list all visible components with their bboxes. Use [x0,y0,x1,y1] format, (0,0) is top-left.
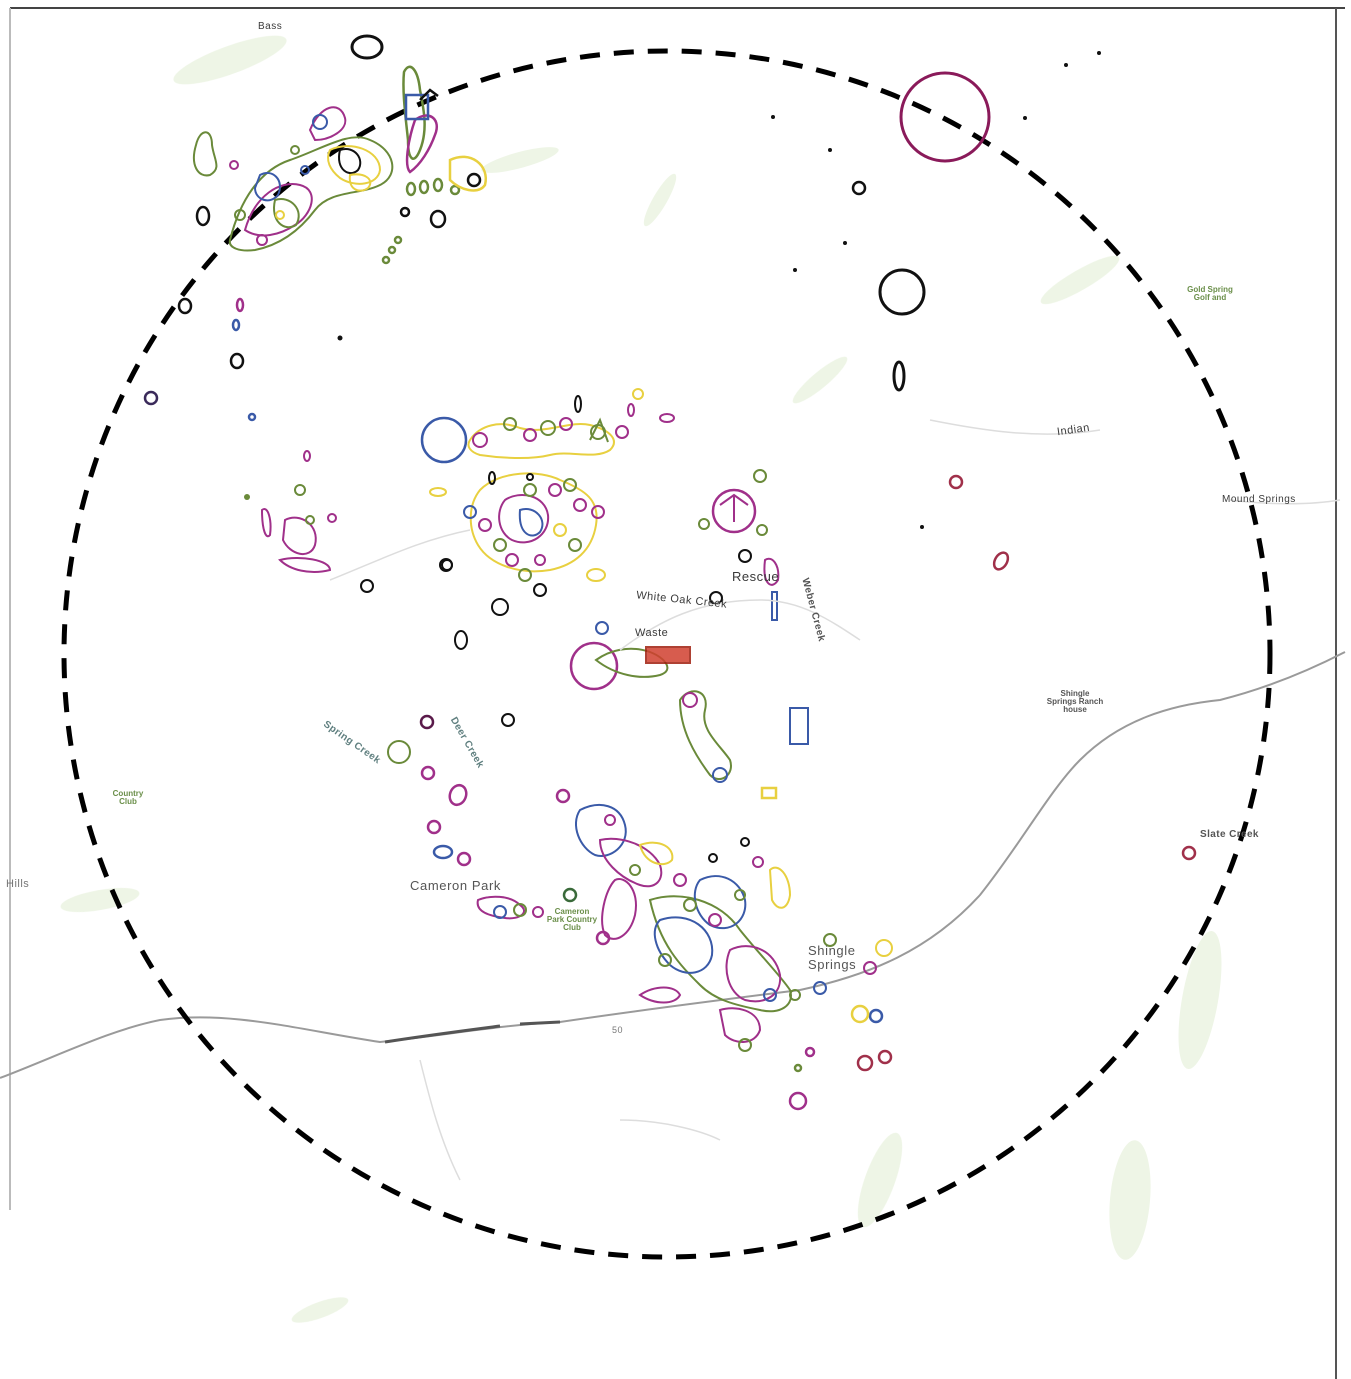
label-shingle-springs: Shingle Springs [808,944,868,973]
cluster-northwest [194,107,392,250]
label-country-club-left: Country Club [104,790,152,806]
highway-50-dark-segment [385,1022,560,1042]
label-rescue: Rescue [732,570,779,583]
cluster-north-elongated [403,67,438,172]
label-gold-spring-golf: Gold Spring Golf and [1185,286,1235,302]
cluster-west [262,451,546,726]
cluster-south [576,805,892,1051]
label-highway: 50 [612,1026,623,1035]
label-hills: Hills [6,879,29,890]
label-shingle-springs-ranch: Shingle Springs Ranch house [1045,690,1105,714]
label-bass: Bass [258,22,282,32]
label-cameron-park: Cameron Park [410,879,501,892]
circle-spring-creek[interactable] [388,741,410,763]
marker-ellipse-north[interactable] [894,362,904,390]
markers-northwest [145,157,486,404]
label-waste: Waste [635,628,668,639]
label-cameron-park-country-club: Cameron Park Country Club [546,908,598,932]
scattered-dots [244,51,1101,529]
label-slate-creek: Slate Creek [1200,830,1259,840]
large-circle-north[interactable] [880,270,924,314]
cluster-central-north [468,389,674,458]
cluster-white-oak [596,622,731,782]
large-circle-center[interactable] [571,643,617,689]
highway-50 [0,652,1345,1078]
cluster-central [430,472,605,581]
cluster-cameron-park [478,897,543,919]
label-mound-springs: Mound Springs [1222,495,1296,505]
large-circle-center-left[interactable] [422,418,466,462]
marker-ellipse-top[interactable] [352,36,382,58]
